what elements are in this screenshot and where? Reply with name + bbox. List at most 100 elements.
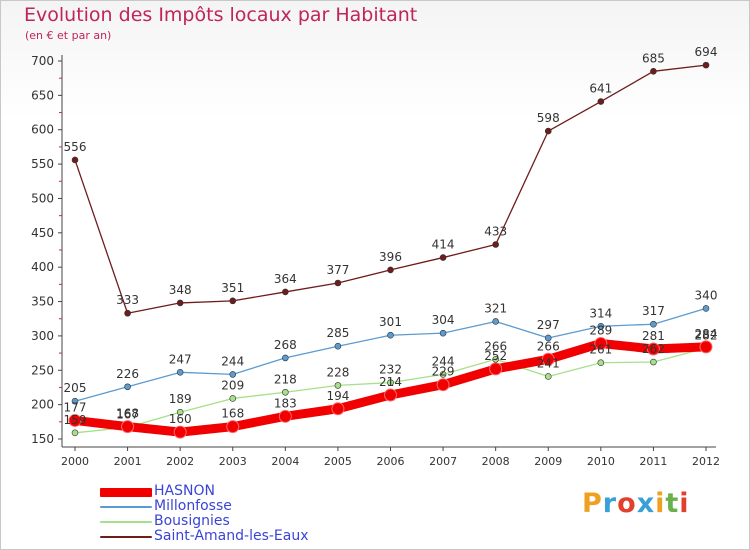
data-label: 694 bbox=[695, 45, 718, 59]
data-label: 289 bbox=[589, 323, 612, 337]
legend-label: Saint-Amand-les-Eaux bbox=[154, 528, 309, 544]
x-tick-label: 2012 bbox=[692, 455, 720, 468]
y-tick-label: 250 bbox=[31, 363, 54, 377]
logo-letter: P bbox=[582, 488, 603, 519]
data-point bbox=[384, 388, 397, 402]
logo-letter: i bbox=[655, 488, 666, 519]
data-label: 159 bbox=[64, 413, 87, 427]
logo-letter: x bbox=[636, 488, 656, 519]
y-tick-label: 500 bbox=[31, 191, 54, 205]
data-point bbox=[650, 358, 657, 366]
data-point bbox=[282, 354, 289, 362]
data-point bbox=[439, 329, 447, 337]
data-label: 348 bbox=[169, 283, 192, 297]
y-tick-label: 650 bbox=[31, 88, 54, 102]
x-tick-label: 2003 bbox=[219, 455, 247, 468]
x-tick-label: 2011 bbox=[639, 455, 667, 468]
data-label: 364 bbox=[274, 272, 297, 286]
data-label: 281 bbox=[642, 329, 665, 343]
data-label: 314 bbox=[589, 306, 612, 320]
data-point bbox=[124, 383, 131, 391]
data-label: 194 bbox=[326, 389, 349, 403]
data-label: 433 bbox=[484, 225, 507, 239]
data-label: 205 bbox=[64, 381, 87, 395]
data-label: 177 bbox=[64, 400, 87, 414]
data-label: 340 bbox=[695, 288, 718, 302]
data-label: 556 bbox=[64, 140, 87, 154]
data-point bbox=[176, 408, 184, 416]
data-label: 226 bbox=[116, 367, 139, 381]
data-label: 282 bbox=[695, 328, 718, 342]
logo-letter: o bbox=[617, 488, 637, 519]
data-label: 228 bbox=[326, 365, 349, 379]
x-tick-label: 2005 bbox=[324, 455, 352, 468]
proxiti-logo: Proxiti bbox=[582, 488, 690, 519]
data-point bbox=[544, 334, 552, 342]
data-label: 414 bbox=[432, 238, 455, 252]
data-point bbox=[702, 305, 710, 312]
data-point bbox=[702, 61, 710, 69]
x-tick-label: 2004 bbox=[271, 455, 299, 468]
logo-letter: r bbox=[602, 488, 618, 519]
data-label: 598 bbox=[537, 111, 560, 125]
legend-label: Bousignies bbox=[154, 513, 230, 529]
data-label: 241 bbox=[537, 356, 560, 370]
series-line bbox=[74, 64, 707, 314]
data-point bbox=[121, 420, 135, 434]
data-label: 247 bbox=[169, 352, 192, 366]
data-label: 266 bbox=[537, 339, 560, 353]
data-label: 218 bbox=[274, 372, 297, 386]
data-label: 189 bbox=[169, 392, 192, 406]
logo-letter: t bbox=[665, 488, 680, 519]
data-point bbox=[387, 379, 394, 386]
data-point bbox=[334, 342, 342, 350]
x-tick-label: 2009 bbox=[534, 455, 562, 468]
data-point bbox=[176, 369, 184, 376]
data-point bbox=[650, 320, 657, 328]
data-point bbox=[489, 362, 503, 376]
data-label: 229 bbox=[432, 365, 455, 379]
data-point bbox=[387, 266, 394, 274]
data-point bbox=[334, 382, 342, 389]
y-tick-label: 400 bbox=[31, 260, 54, 274]
y-tick-label: 700 bbox=[31, 54, 54, 68]
data-label: 252 bbox=[484, 349, 507, 363]
y-tick-label: 550 bbox=[31, 157, 54, 171]
legend-label: HASNON bbox=[154, 483, 215, 499]
y-tick-label: 450 bbox=[31, 226, 54, 240]
x-tick-label: 2007 bbox=[429, 455, 457, 468]
data-point bbox=[544, 373, 552, 380]
data-point bbox=[71, 397, 79, 405]
data-label: 284 bbox=[695, 327, 718, 341]
legend-swatch bbox=[100, 521, 152, 523]
y-tick-label: 600 bbox=[31, 123, 54, 137]
data-point bbox=[71, 156, 79, 164]
data-point bbox=[597, 98, 605, 105]
data-point bbox=[541, 352, 555, 366]
data-point bbox=[278, 409, 292, 423]
logo-letter: i bbox=[679, 488, 690, 519]
data-point bbox=[173, 425, 187, 439]
data-label: 167 bbox=[116, 407, 139, 421]
data-point bbox=[229, 371, 237, 378]
x-tick-label: 2002 bbox=[166, 455, 194, 468]
legend-swatch bbox=[100, 536, 152, 538]
data-point bbox=[226, 420, 240, 434]
data-point bbox=[229, 395, 237, 402]
data-label: 301 bbox=[379, 315, 402, 329]
data-label: 266 bbox=[484, 339, 507, 353]
data-label: 317 bbox=[642, 304, 665, 318]
data-point bbox=[646, 342, 660, 356]
x-tick-label: 2008 bbox=[482, 455, 510, 468]
data-point bbox=[282, 288, 289, 296]
data-point bbox=[492, 355, 499, 363]
legend-label: Millonfosse bbox=[154, 498, 232, 514]
data-label: 160 bbox=[169, 412, 192, 426]
y-tick-label: 150 bbox=[31, 432, 54, 446]
data-point bbox=[439, 371, 447, 378]
chart-subtitle: (en € et par an) bbox=[25, 29, 112, 42]
data-point bbox=[594, 336, 608, 350]
data-point bbox=[334, 279, 342, 287]
data-point bbox=[436, 378, 450, 392]
